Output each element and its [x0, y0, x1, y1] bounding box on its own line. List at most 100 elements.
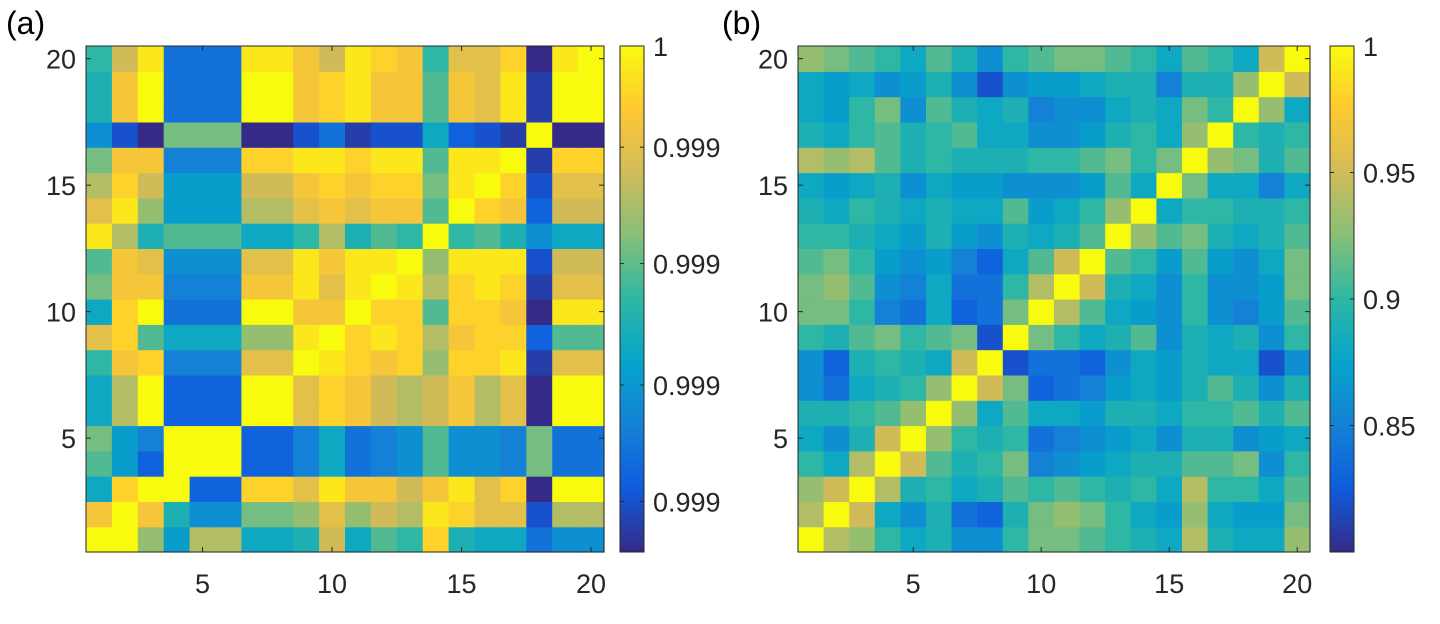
y-tick-label: 15: [46, 171, 76, 201]
heatmap-cell: [215, 374, 242, 401]
heatmap-cell: [823, 71, 850, 98]
heatmap-cell: [951, 374, 978, 401]
heatmap-cell: [977, 46, 1004, 72]
heatmap-cell: [552, 96, 579, 123]
heatmap-cell: [1207, 324, 1234, 351]
heatmap-cell: [215, 223, 242, 249]
heatmap-cell: [111, 248, 139, 275]
heatmap-cell: [474, 273, 501, 300]
heatmap-cell: [111, 400, 139, 427]
heatmap-cell: [163, 121, 191, 148]
heatmap-cell: [849, 172, 876, 199]
heatmap-cell: [1233, 121, 1260, 148]
heatmap-cell: [293, 273, 320, 300]
heatmap-cell: [215, 172, 242, 199]
heatmap-cell: [241, 501, 268, 528]
heatmap-cell: [1105, 476, 1132, 502]
heatmap-cell: [267, 501, 294, 528]
heatmap-cell: [849, 223, 876, 249]
heatmap-cell: [1156, 374, 1183, 401]
heatmap-cell: [951, 71, 978, 98]
heatmap-cell: [849, 476, 876, 502]
heatmap-cell: [319, 425, 346, 452]
heatmap-cell: [448, 96, 476, 123]
heatmap-cell: [578, 71, 605, 98]
heatmap-cell: [215, 96, 242, 123]
heatmap-cell: [526, 501, 553, 528]
y-tick-label: 5: [773, 424, 788, 454]
heatmap-cell: [1207, 46, 1234, 72]
heatmap-cell: [345, 349, 372, 376]
heatmap-cell: [111, 374, 139, 401]
heatmap-cell: [1258, 349, 1285, 376]
heatmap-cell: [926, 46, 953, 72]
heatmap-cell: [500, 273, 527, 300]
heatmap-cell: [370, 400, 398, 427]
heatmap-cell: [345, 223, 372, 249]
heatmap-cell: [1105, 349, 1132, 376]
heatmap-cell: [1079, 96, 1106, 123]
heatmap-cell: [1130, 121, 1157, 148]
heatmap-cell: [215, 400, 242, 427]
heatmap-cell: [422, 121, 450, 148]
heatmap-cell: [189, 71, 217, 98]
heatmap-cell: [1105, 324, 1132, 351]
heatmap-cell: [1233, 324, 1260, 351]
heatmap-cell: [422, 197, 450, 224]
x-tick-label: 20: [1282, 569, 1312, 599]
heatmap-cell: [1002, 248, 1029, 275]
heatmap-cell: [319, 121, 346, 148]
heatmap-cell: [500, 400, 527, 427]
heatmap-cell: [900, 273, 927, 300]
heatmap-cell: [215, 71, 242, 98]
heatmap-cell: [1233, 501, 1260, 528]
heatmap-cell: [1233, 273, 1260, 300]
heatmap-cell: [849, 374, 876, 401]
heatmap-cell: [798, 324, 825, 351]
heatmap-cell: [951, 349, 978, 376]
heatmap-cell: [1182, 400, 1209, 427]
heatmap-cell: [293, 476, 320, 502]
heatmap-cell: [977, 374, 1004, 401]
heatmap-cell: [1284, 450, 1311, 477]
heatmap-cell: [163, 197, 191, 224]
heatmap-cell: [293, 374, 320, 401]
heatmap-cell: [526, 172, 553, 199]
heatmap-cell: [422, 374, 450, 401]
heatmap-cell: [448, 121, 476, 148]
heatmap-cell: [267, 374, 294, 401]
heatmap-cell: [874, 450, 901, 477]
heatmap-cell: [500, 299, 527, 325]
heatmap-cell: [849, 349, 876, 376]
heatmap-cell: [1258, 425, 1285, 452]
heatmap-cell: [370, 121, 398, 148]
heatmap-cell: [267, 121, 294, 148]
heatmap-cell: [1105, 425, 1132, 452]
heatmap-cell: [1054, 172, 1081, 199]
panel-label-b: (b): [722, 5, 761, 41]
heatmap-cell: [1258, 71, 1285, 98]
heatmap-cell: [874, 526, 901, 553]
heatmap-cell: [1207, 400, 1234, 427]
heatmap-cell: [951, 223, 978, 249]
heatmap-cell: [578, 273, 605, 300]
heatmap-cell: [293, 501, 320, 528]
heatmap-cell: [1130, 299, 1157, 325]
heatmap-cell: [578, 121, 605, 148]
heatmap-cell: [137, 425, 165, 452]
heatmap-cell: [319, 172, 346, 199]
heatmap-cell: [1156, 324, 1183, 351]
heatmap-cell: [1054, 197, 1081, 224]
heatmap-cell: [977, 96, 1004, 123]
heatmap-cell: [189, 501, 217, 528]
heatmap-cell: [1105, 223, 1132, 249]
heatmap-cell: [319, 96, 346, 123]
heatmap-cell: [1207, 248, 1234, 275]
heatmap-cell: [849, 450, 876, 477]
x-tick-label: 15: [1154, 569, 1184, 599]
heatmap-cell: [926, 425, 953, 452]
heatmap-cell: [926, 476, 953, 502]
heatmap-cell: [849, 71, 876, 98]
heatmap-cell: [798, 476, 825, 502]
heatmap-cell: [1284, 248, 1311, 275]
